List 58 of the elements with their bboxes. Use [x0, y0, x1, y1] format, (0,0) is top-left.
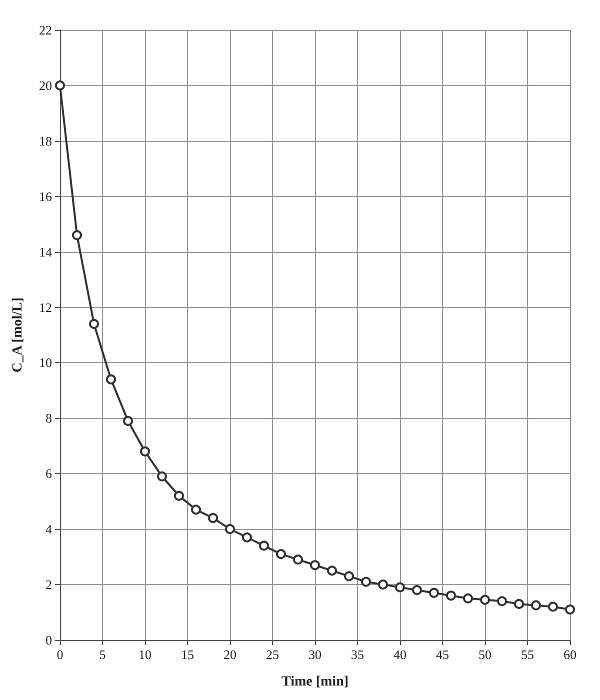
y-tick-label: 20: [39, 78, 52, 93]
x-tick-label: 40: [394, 647, 406, 662]
point: [327, 566, 337, 576]
point: [293, 554, 303, 565]
x-tick-label: 20: [224, 647, 236, 662]
point: [446, 590, 456, 601]
x-tick-label: 10: [138, 647, 152, 662]
x-axis-title: Time [min]: [281, 674, 349, 690]
point: [497, 596, 507, 606]
point: [174, 490, 184, 501]
point: [89, 318, 99, 329]
point: [242, 532, 252, 542]
point: [463, 593, 473, 604]
y-tick-label: 6: [46, 466, 52, 482]
point: [548, 602, 558, 612]
point: [310, 560, 320, 570]
point: [55, 80, 65, 90]
point: [531, 600, 541, 610]
point: [225, 524, 235, 534]
point: [123, 416, 133, 426]
y-tick-label: 22: [39, 22, 52, 38]
x-tick-label: 25: [266, 647, 279, 662]
y-tick-label: 16: [39, 188, 52, 204]
point: [72, 230, 82, 240]
point: [140, 446, 150, 456]
x-tick-label: 0: [56, 647, 64, 662]
y-tick-label: 8: [46, 410, 52, 426]
y-tick-label: 12: [39, 300, 52, 315]
x-tick-label: 55: [521, 647, 534, 662]
point: [429, 588, 439, 598]
point: [106, 374, 116, 384]
point: [361, 576, 371, 587]
point: [378, 580, 388, 590]
x-tick-label: 5: [99, 647, 106, 662]
x-tick-label: 35: [351, 647, 364, 662]
point: [514, 598, 524, 609]
point: [191, 504, 201, 515]
y-tick-label: 10: [39, 355, 52, 370]
y-tick-label: 14: [39, 244, 52, 260]
x-tick-label: 15: [181, 647, 194, 662]
point: [259, 540, 269, 551]
point: [157, 471, 167, 482]
y-tick-label: 18: [39, 133, 52, 148]
x-tick-label: 30: [308, 647, 322, 662]
point: [412, 585, 422, 596]
point: [208, 513, 218, 523]
y-tick-label: 2: [46, 577, 52, 592]
y-axis-title: C_A [mol/L]: [10, 297, 26, 373]
point: [395, 582, 405, 592]
point: [480, 594, 490, 605]
point: [276, 549, 286, 560]
x-tick-label: 45: [436, 647, 449, 662]
y-tick-label: 0: [46, 632, 52, 648]
point: [344, 571, 354, 582]
point: [565, 604, 575, 614]
x-tick-label: 50: [478, 647, 492, 662]
x-tick-label: 60: [564, 647, 576, 662]
y-tick-label: 4: [46, 522, 52, 537]
